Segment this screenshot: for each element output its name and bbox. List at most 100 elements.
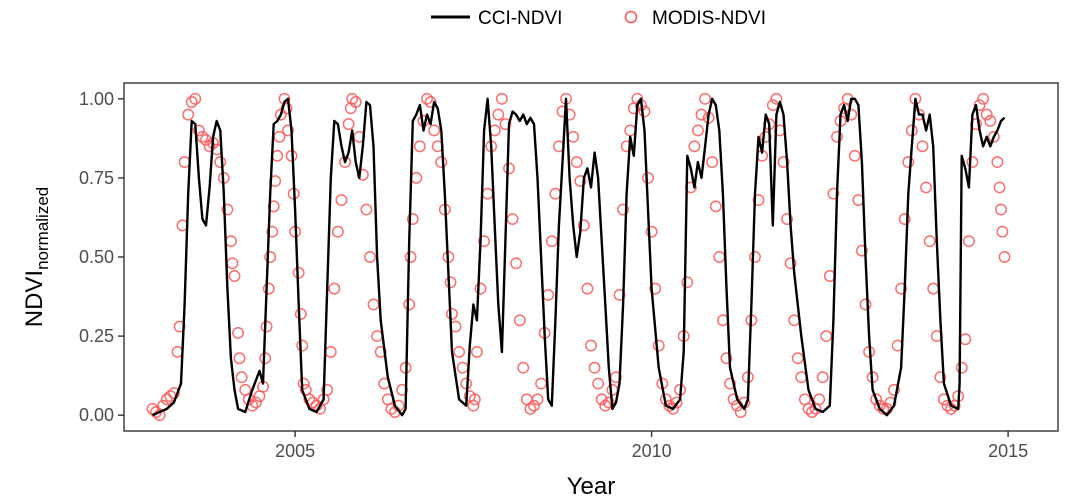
- x-tick-label: 2010: [632, 441, 672, 461]
- modis-ndvi-point: [820, 330, 833, 343]
- modis-ndvi-point: [920, 181, 933, 194]
- modis-ndvi-point: [182, 108, 195, 121]
- modis-ndvi-point: [203, 140, 216, 153]
- modis-ndvi-point: [670, 396, 683, 409]
- modis-ndvi-point: [870, 393, 883, 406]
- x-axis-title: Year: [567, 473, 616, 500]
- y-axis: 0.00 0.25 0.50 0.75 1.00: [79, 89, 124, 425]
- modis-ndvi-point: [595, 393, 608, 406]
- modis-ndvi-point: [934, 371, 947, 384]
- modis-ndvi-point: [328, 282, 341, 295]
- modis-ndvi-point: [813, 393, 826, 406]
- modis-ndvi-point: [435, 156, 448, 169]
- modis-ndvi-point: [531, 393, 544, 406]
- modis-ndvi-point: [282, 124, 294, 137]
- modis-ndvi-point: [297, 377, 310, 390]
- modis-ndvi-point: [588, 361, 601, 374]
- y-tick-label: 0.50: [79, 247, 114, 267]
- modis-ndvi-point: [453, 345, 466, 358]
- modis-ndvi-point: [688, 140, 701, 153]
- modis-ndvi-point: [335, 194, 348, 207]
- y-axis-title: NDVInormalized: [21, 187, 52, 328]
- modis-ndvi-point: [916, 140, 929, 153]
- modis-ndvi-point: [404, 251, 417, 263]
- modis-ndvi-point: [859, 298, 872, 311]
- modis-ndvi-point: [802, 402, 815, 415]
- modis-ndvi-point: [962, 235, 975, 248]
- modis-ndvi-point: [781, 213, 794, 225]
- modis-ndvi-point: [977, 92, 990, 105]
- cci-ndvi-line: [152, 97, 1006, 417]
- modis-ndvi-point: [374, 345, 387, 358]
- modis-ndvi-point: [791, 352, 804, 365]
- modis-ndvi-point: [221, 203, 234, 216]
- modis-ndvi-point: [474, 282, 487, 295]
- modis-ndvi-point: [877, 402, 890, 415]
- modis-ndvi-point: [902, 156, 915, 169]
- modis-ndvi-point: [280, 102, 293, 115]
- modis-ndvi-point: [406, 213, 419, 225]
- modis-ndvi-point: [510, 257, 523, 270]
- modis-ndvi-point: [342, 118, 355, 131]
- modis-ndvi-point: [321, 383, 334, 396]
- modis-ndvi-point: [617, 203, 630, 216]
- modis-ndvi-point: [249, 396, 262, 409]
- modis-ndvi-point: [232, 326, 245, 339]
- modis-ndvi-point: [413, 140, 426, 153]
- modis-ndvi-point: [681, 276, 694, 289]
- modis-ndvi-point: [200, 133, 212, 146]
- modis-ndvi-point: [895, 282, 908, 295]
- modis-ndvi-point: [160, 393, 173, 406]
- modis-ndvi-point: [264, 251, 277, 263]
- modis-ndvi-point: [652, 339, 665, 352]
- modis-ndvi-point: [421, 92, 433, 105]
- modis-ndvi-point: [585, 339, 597, 352]
- modis-ndvi-point: [638, 105, 651, 118]
- modis-ndvi-point: [524, 402, 537, 415]
- modis-ndvi-point: [446, 307, 458, 320]
- modis-ndvi-point: [189, 92, 202, 105]
- modis-ndvi-point: [574, 175, 587, 188]
- modis-ndvi-point: [706, 156, 719, 169]
- modis-ndvi-point: [752, 194, 765, 207]
- modis-ndvi-point: [233, 352, 246, 365]
- modis-ndvi-point: [396, 383, 409, 396]
- y-tick-label: 0.00: [79, 405, 114, 425]
- modis-ndvi-point: [303, 393, 316, 406]
- modis-ndvi-point: [528, 399, 540, 412]
- modis-ndvi-point: [973, 99, 986, 112]
- modis-ndvi-point: [727, 393, 740, 406]
- modis-ndvi-point: [695, 108, 708, 121]
- modis-ndvi-point: [173, 320, 186, 333]
- modis-ndvi-point: [517, 361, 530, 374]
- y-axis-title-subscript: normalized: [33, 187, 52, 270]
- modis-ndvi-point: [898, 213, 911, 225]
- modis-ndvi-point: [613, 289, 626, 301]
- modis-ndvi-point: [724, 377, 736, 390]
- modis-ndvi-point: [349, 96, 362, 108]
- modis-ndvi-point: [403, 298, 416, 311]
- modis-ndvi-point: [167, 387, 180, 399]
- modis-ndvi-point: [709, 200, 722, 213]
- modis-ndvi-point: [984, 115, 997, 127]
- modis-ndvi-point: [424, 96, 437, 108]
- modis-ndvi-point: [478, 235, 491, 248]
- modis-ndvi-point: [444, 276, 457, 289]
- modis-ndvi-point: [827, 187, 840, 200]
- modis-ndvi-point: [503, 162, 515, 175]
- modis-ndvi-point: [499, 118, 512, 131]
- modis-ndvi-point: [645, 225, 658, 238]
- modis-ndvi-point: [699, 92, 712, 105]
- modis-ndvi-point: [749, 251, 761, 263]
- modis-ndvi-point: [777, 156, 790, 169]
- x-tick-label: 2015: [988, 441, 1028, 461]
- modis-ndvi-point: [816, 371, 829, 384]
- modis-ndvi-point: [784, 257, 797, 270]
- modis-ndvi-point: [848, 149, 861, 162]
- modis-ndvi-point: [991, 156, 1004, 169]
- modis-ndvi-point: [364, 251, 376, 263]
- legend-label-cci-ndvi: CCI-NDVI: [478, 8, 562, 29]
- modis-ndvi-point: [592, 377, 605, 390]
- plot-panel: [123, 82, 1059, 432]
- modis-ndvi-point: [855, 244, 868, 257]
